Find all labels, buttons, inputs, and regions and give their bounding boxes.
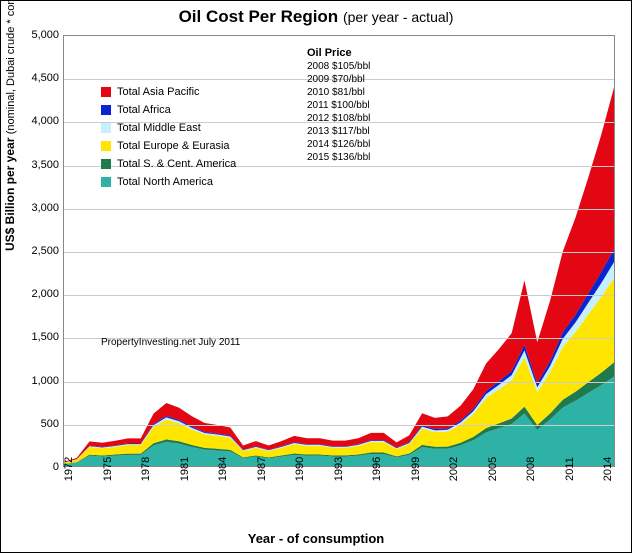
x-tick-label: 1987: [256, 457, 268, 481]
legend-swatch: [101, 105, 111, 115]
oil-price-row: 2010 $81/bbl: [307, 86, 370, 99]
y-label-sub: (nominal, Dubai crude * consumption): [5, 0, 17, 134]
title-sub: (per year - actual): [343, 9, 453, 25]
oil-price-box: Oil Price 2008 $105/bbl2009 $70/bbl2010 …: [307, 47, 370, 164]
gridline: [64, 295, 614, 296]
legend-swatch: [101, 141, 111, 151]
legend-swatch: [101, 123, 111, 133]
title-main: Oil Cost Per Region: [179, 7, 339, 26]
oil-price-row: 2012 $108/bbl: [307, 112, 370, 125]
x-tick-label: 2005: [487, 457, 499, 481]
legend-item: Total North America: [101, 173, 236, 191]
y-tick-label: 4,000: [31, 115, 59, 127]
legend-label: Total North America: [117, 173, 213, 191]
x-tick-label: 1990: [294, 457, 306, 481]
legend: Total Asia PacificTotal AfricaTotal Midd…: [101, 83, 236, 191]
y-tick-label: 1,500: [31, 331, 59, 343]
y-axis-label: US$ Billion per year (nominal, Dubai cru…: [3, 0, 17, 251]
oil-price-row: 2014 $126/bbl: [307, 138, 370, 151]
x-tick-label: 2014: [602, 457, 614, 481]
gridline: [64, 209, 614, 210]
legend-label: Total S. & Cent. America: [117, 155, 236, 173]
y-tick-label: 5,000: [31, 29, 59, 41]
x-tick-label: 1978: [140, 457, 152, 481]
oil-price-row: 2009 $70/bbl: [307, 73, 370, 86]
x-tick-label: 1972: [63, 457, 75, 481]
legend-label: Total Africa: [117, 101, 171, 119]
x-tick-label: 1981: [179, 457, 191, 481]
x-tick-label: 1993: [333, 457, 345, 481]
legend-item: Total Middle East: [101, 119, 236, 137]
x-tick-label: 2008: [525, 457, 537, 481]
x-tick-label: 1996: [371, 457, 383, 481]
oil-price-header: Oil Price: [307, 47, 370, 60]
oil-price-row: 2008 $105/bbl: [307, 60, 370, 73]
gridline: [64, 425, 614, 426]
legend-item: Total Africa: [101, 101, 236, 119]
x-tick-label: 2011: [564, 457, 576, 481]
y-tick-label: 2,500: [31, 245, 59, 257]
legend-item: Total S. & Cent. America: [101, 155, 236, 173]
chart-title: Oil Cost Per Region (per year - actual): [1, 1, 631, 27]
credit-text: PropertyInvesting.net July 2011: [101, 337, 240, 348]
x-tick-label: 1999: [410, 457, 422, 481]
y-tick-label: 4,500: [31, 72, 59, 84]
legend-swatch: [101, 159, 111, 169]
y-tick-label: 1,000: [31, 375, 59, 387]
x-tick-label: 1984: [217, 457, 229, 481]
chart-container: Oil Cost Per Region (per year - actual) …: [0, 0, 632, 553]
oil-price-row: 2011 $100/bbl: [307, 99, 370, 112]
x-tick-label: 1975: [102, 457, 114, 481]
y-label-main: US$ Billion per year: [3, 138, 17, 251]
gridline: [64, 252, 614, 253]
oil-price-rows: 2008 $105/bbl2009 $70/bbl2010 $81/bbl201…: [307, 60, 370, 164]
legend-label: Total Asia Pacific: [117, 83, 200, 101]
y-tick-label: 3,000: [31, 202, 59, 214]
gridline: [64, 382, 614, 383]
y-tick-label: 500: [41, 418, 59, 430]
legend-item: Total Europe & Eurasia: [101, 137, 236, 155]
legend-label: Total Europe & Eurasia: [117, 137, 230, 155]
legend-item: Total Asia Pacific: [101, 83, 236, 101]
legend-label: Total Middle East: [117, 119, 201, 137]
x-tick-label: 2002: [448, 457, 460, 481]
y-tick-label: 3,500: [31, 159, 59, 171]
y-tick-label: 0: [53, 461, 59, 473]
oil-price-row: 2013 $117/bbl: [307, 125, 370, 138]
oil-price-row: 2015 $136/bbl: [307, 151, 370, 164]
legend-swatch: [101, 177, 111, 187]
x-axis-label: Year - of consumption: [1, 531, 631, 546]
legend-swatch: [101, 87, 111, 97]
y-tick-label: 2,000: [31, 288, 59, 300]
